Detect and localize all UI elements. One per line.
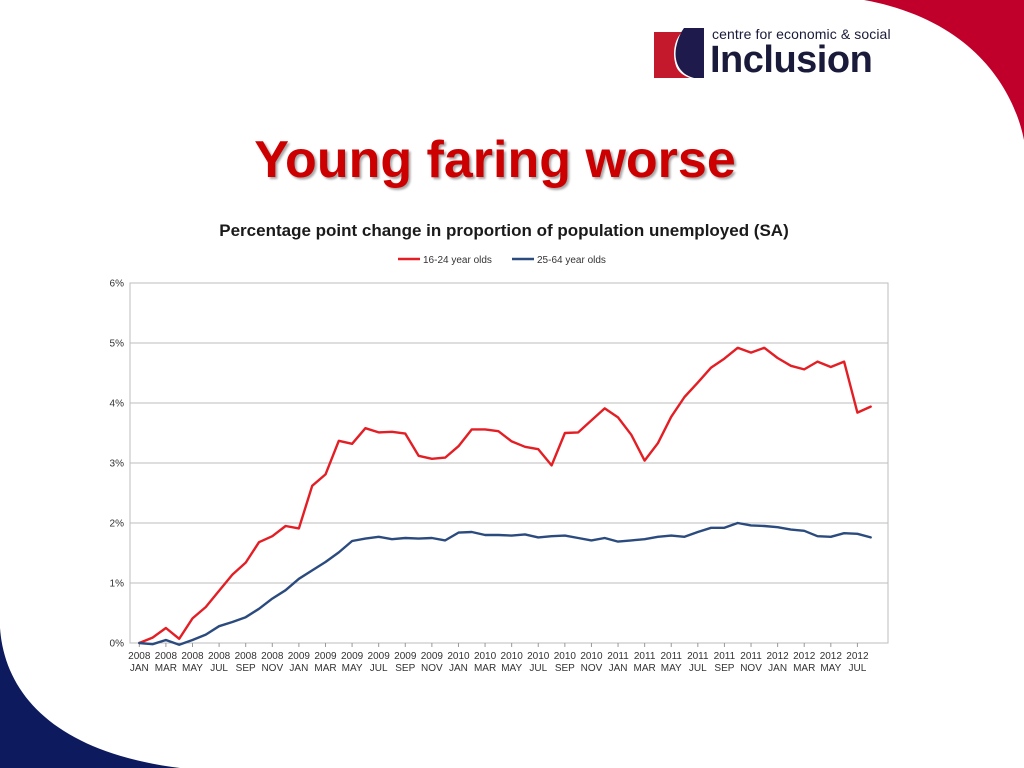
x-tick-label: 2011 JAN: [607, 651, 629, 674]
x-tick-label: 2011 NOV: [740, 651, 762, 674]
x-tick-label: 2010 JUL: [527, 651, 550, 674]
x-tick-label: 2012 JAN: [766, 651, 789, 674]
x-tick-label: 2010 NOV: [580, 651, 603, 674]
chart-series: [138, 346, 872, 646]
y-axis: 0% 1% 2% 3% 4% 5% 6%: [110, 279, 125, 650]
series-line-16-24: [138, 346, 872, 645]
x-tick-label: 2008 SEP: [235, 651, 258, 674]
legend-label-16-24: 16-24 year olds: [423, 255, 492, 266]
logo: centre for economic & social Inclusion: [654, 26, 904, 82]
y-tick-label: 3%: [110, 459, 125, 470]
logo-tagline: centre for economic & social: [712, 26, 891, 42]
x-tick-label: 2010 MAR: [474, 651, 497, 674]
logo-mark-icon: [654, 28, 704, 78]
legend-label-25-64: 25-64 year olds: [537, 255, 606, 266]
x-tick-label: 2010 JAN: [447, 651, 470, 674]
x-tick-label: 2012 JUL: [846, 651, 869, 674]
x-tick-label: 2009 JAN: [288, 651, 311, 674]
y-tick-label: 0%: [110, 639, 125, 650]
x-tick-label: 2009 JUL: [368, 651, 391, 674]
x-tick-label: 2008 JAN: [128, 651, 151, 674]
x-tick-label: 2010 SEP: [554, 651, 577, 674]
x-tick-label: 2009 MAR: [314, 651, 337, 674]
x-tick-label: 2012 MAY: [820, 651, 843, 674]
x-tick-label: 2009 MAY: [341, 651, 364, 674]
x-tick-label: 2008 NOV: [261, 651, 284, 674]
line-chart: Percentage point change in proportion of…: [110, 221, 889, 674]
y-tick-label: 5%: [110, 339, 125, 350]
x-tick-label: 2008 JUL: [208, 651, 231, 674]
y-tick-label: 4%: [110, 399, 125, 410]
chart-title: Percentage point change in proportion of…: [219, 221, 789, 240]
y-tick-label: 2%: [110, 519, 125, 530]
x-tick-label: 2010 MAY: [501, 651, 524, 674]
x-tick-label: 2011 MAY: [660, 651, 682, 674]
x-tick-label: 2009 NOV: [421, 651, 444, 674]
x-tick-label: 2012 MAR: [793, 651, 816, 674]
chart-gridlines: [129, 282, 889, 644]
logo-wordmark: Inclusion: [710, 39, 873, 81]
x-tick-label: 2008 MAR: [155, 651, 178, 674]
x-tick-label: 2011 SEP: [714, 651, 736, 674]
y-tick-label: 6%: [110, 279, 125, 290]
x-tick-label: 2009 SEP: [394, 651, 417, 674]
series-line-25-64: [138, 521, 872, 646]
x-tick-label: 2011 MAR: [634, 651, 656, 674]
y-tick-label: 1%: [110, 579, 125, 590]
x-tick-label: 2008 MAY: [181, 651, 204, 674]
x-tick-label: 2011 JUL: [687, 651, 709, 674]
chart-legend: 16-24 year olds 25-64 year olds: [398, 255, 606, 266]
slide-title: Young faring worse: [254, 131, 736, 189]
